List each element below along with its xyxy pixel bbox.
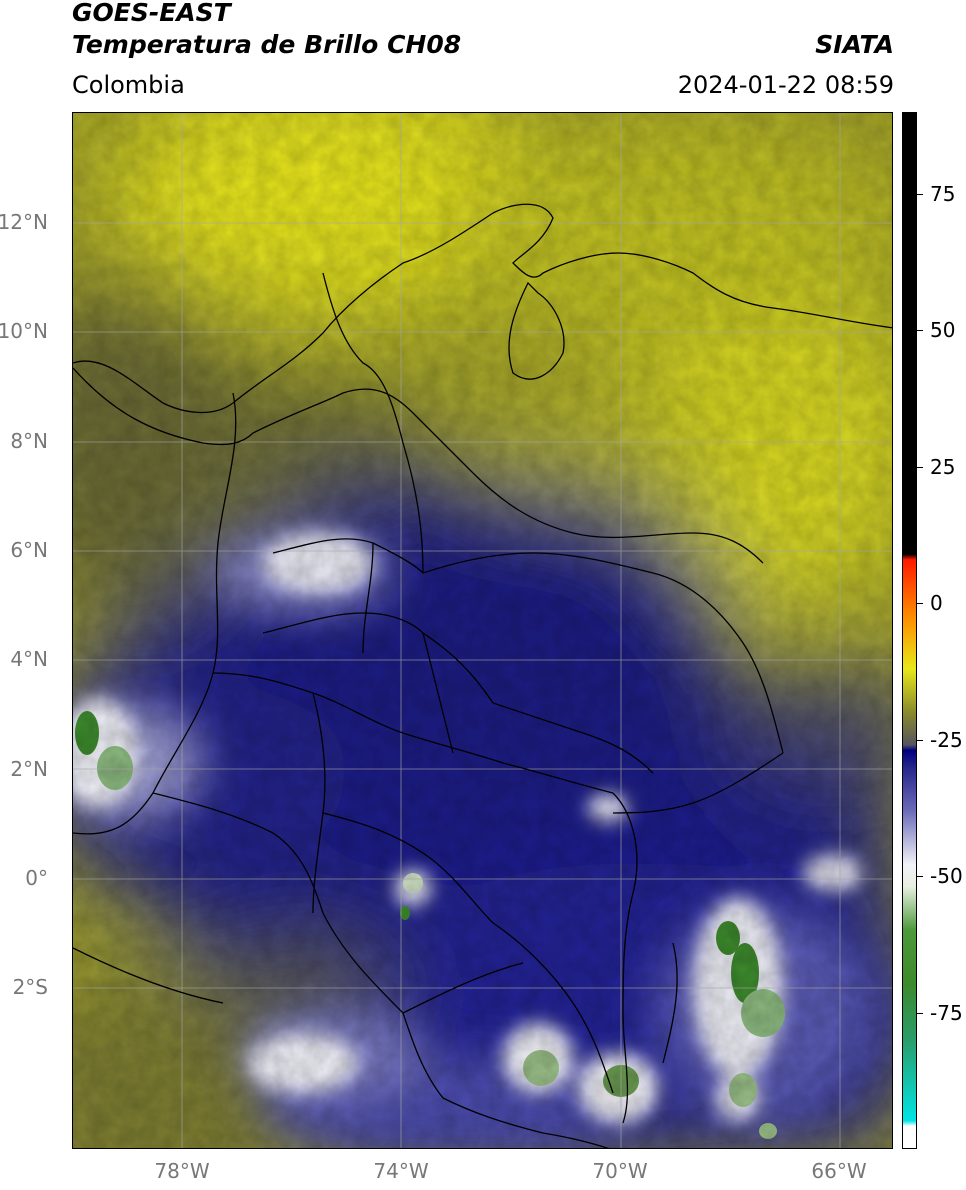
lat-tick-label: 6°N [10, 538, 48, 562]
datetime-label: 2024-01-22 08:59 [677, 71, 894, 99]
product-title: Temperatura de Brillo CH08 [72, 30, 462, 59]
graticule [73, 113, 892, 1148]
colorbar-label: 25 [930, 454, 956, 479]
lat-tick-label: 0° [25, 866, 48, 890]
colorbar-label: 0 [930, 591, 943, 616]
brand-label: SIATA [815, 30, 894, 59]
colorbar-tick-mark [917, 1012, 923, 1014]
satellite-title: GOES-EAST [72, 0, 231, 27]
colorbar-tick-mark [917, 466, 923, 468]
brightness-temperature-field [73, 113, 892, 1148]
colorbar-tick-mark [917, 739, 923, 741]
lon-tick-label: 70°W [592, 1159, 648, 1183]
colorbar-label: 50 [930, 318, 956, 343]
colorbar-label: 75 [930, 181, 956, 206]
lat-tick-label: 2°S [12, 975, 48, 999]
lon-tick-label: 66°W [811, 1159, 867, 1183]
lon-tick-label: 74°W [373, 1159, 429, 1183]
colorbar-label: -75 [930, 1000, 963, 1025]
lon-tick-label: 78°W [154, 1159, 210, 1183]
colorbar [902, 112, 917, 1149]
region-label: Colombia [72, 71, 185, 99]
colorbar-label: -50 [930, 864, 963, 889]
satellite-map [72, 112, 893, 1149]
lat-tick-label: 2°N [10, 757, 48, 781]
colorbar-label: -25 [930, 727, 963, 752]
lat-tick-label: 4°N [10, 647, 48, 671]
colorbar-tick-mark [917, 193, 923, 195]
lat-tick-label: 8°N [10, 429, 48, 453]
borders [73, 203, 892, 1148]
lat-tick-label: 10°N [0, 319, 48, 343]
texture [73, 113, 892, 1148]
colorbar-tick-mark [917, 876, 923, 878]
colorbar-tick-mark [917, 603, 923, 605]
colorbar-tick-mark [917, 330, 923, 332]
lat-tick-label: 12°N [0, 210, 48, 234]
